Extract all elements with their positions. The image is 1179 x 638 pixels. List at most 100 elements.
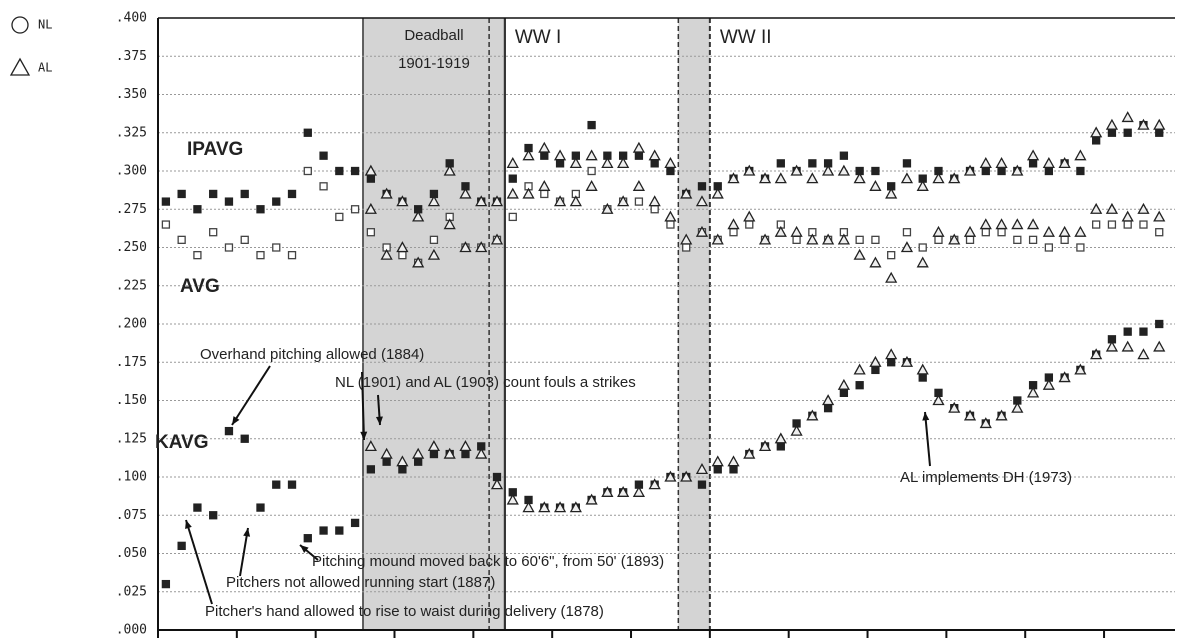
al-point [963, 164, 977, 176]
annotation: Pitcher's hand allowed to rise to waist … [205, 603, 604, 620]
nl-point [1155, 319, 1164, 329]
group-label: IPAVG [187, 139, 243, 160]
al-point [522, 501, 535, 513]
al-point [932, 225, 945, 237]
al-point [1058, 157, 1071, 168]
y-tick-label: .075 [116, 508, 147, 523]
group-label: KAVG [155, 432, 208, 453]
y-tick-label: .400 [116, 11, 147, 26]
legend-label: AL [38, 61, 52, 75]
al-point [553, 195, 567, 207]
al-point [790, 164, 803, 176]
nl-point [193, 503, 202, 512]
al-point [1090, 348, 1103, 360]
region-label: WW I [515, 27, 561, 48]
al-point [443, 164, 456, 176]
al-point [853, 363, 866, 375]
nl-point [161, 197, 171, 206]
nl-point [871, 166, 880, 176]
al-point [916, 363, 929, 375]
al-point [932, 172, 945, 184]
nl-point [366, 465, 376, 474]
al-point [963, 225, 977, 237]
nl-point [697, 480, 707, 489]
al-point [585, 149, 598, 161]
nl-point [161, 579, 171, 589]
nl-point [256, 205, 265, 214]
nl-point [682, 243, 691, 252]
nl-point [1028, 235, 1038, 245]
al-point [822, 233, 835, 245]
nl-point [540, 151, 549, 160]
al-point [459, 440, 472, 452]
y-tick-label: .200 [116, 317, 147, 332]
legend-label: NL [38, 18, 52, 32]
nl-point [1076, 243, 1085, 252]
al-point [506, 493, 519, 505]
nl-point [713, 465, 722, 474]
al-point [648, 149, 661, 161]
y-tick-label: .325 [116, 125, 147, 140]
al-point [853, 172, 866, 184]
nl-point [918, 373, 927, 382]
al-point [601, 485, 614, 497]
al-point [1011, 218, 1024, 230]
al-point [443, 218, 456, 230]
nl-point [366, 228, 376, 237]
y-tick-label: .350 [116, 87, 147, 102]
nl-point [287, 480, 297, 489]
al-point [427, 440, 441, 452]
nl-point [902, 159, 912, 168]
al-point [916, 179, 929, 191]
al-point [1026, 386, 1040, 398]
al-point [475, 241, 488, 253]
al-point [632, 141, 646, 153]
legend-marker [9, 57, 31, 76]
nl-point [303, 534, 312, 543]
al-point [1011, 164, 1024, 176]
al-point [995, 409, 1008, 421]
nl-point [855, 235, 864, 245]
al-point [443, 447, 456, 459]
nl-point [1092, 136, 1101, 145]
nl-point [240, 189, 249, 199]
al-point [758, 172, 772, 184]
nl-point [177, 235, 186, 245]
al-point [1042, 378, 1055, 390]
al-point [1121, 111, 1134, 123]
al-point [538, 179, 551, 191]
region-label: WW II [720, 27, 772, 48]
al-point [995, 218, 1008, 230]
nl-point [981, 228, 990, 237]
al-point [585, 179, 598, 191]
arrow-head [243, 528, 251, 537]
al-point [412, 256, 425, 268]
y-tick-label: .050 [116, 546, 147, 561]
al-point [617, 157, 630, 168]
region-label: Deadball [404, 27, 463, 44]
nl-point [902, 228, 912, 237]
nl-point [350, 205, 360, 214]
al-point [601, 157, 614, 168]
nl-point [634, 197, 644, 206]
y-tick-label: .000 [116, 623, 147, 638]
nl-point [887, 250, 896, 260]
y-tick-label: .300 [116, 164, 147, 179]
nl-point [224, 243, 234, 252]
y-tick-label: .250 [116, 240, 147, 255]
al-point [727, 172, 740, 184]
nl-point [776, 159, 785, 168]
nl-point [697, 182, 707, 191]
al-point [869, 179, 882, 191]
nl-point [918, 243, 927, 252]
nl-point [1060, 235, 1069, 245]
annotation: Overhand pitching allowed (1884) [200, 346, 424, 363]
nl-point [240, 235, 249, 245]
al-point [632, 485, 646, 497]
al-point [475, 195, 488, 207]
nl-point [1076, 166, 1085, 176]
nl-point [508, 212, 517, 222]
nl-point [650, 205, 659, 214]
al-point [1074, 363, 1087, 375]
